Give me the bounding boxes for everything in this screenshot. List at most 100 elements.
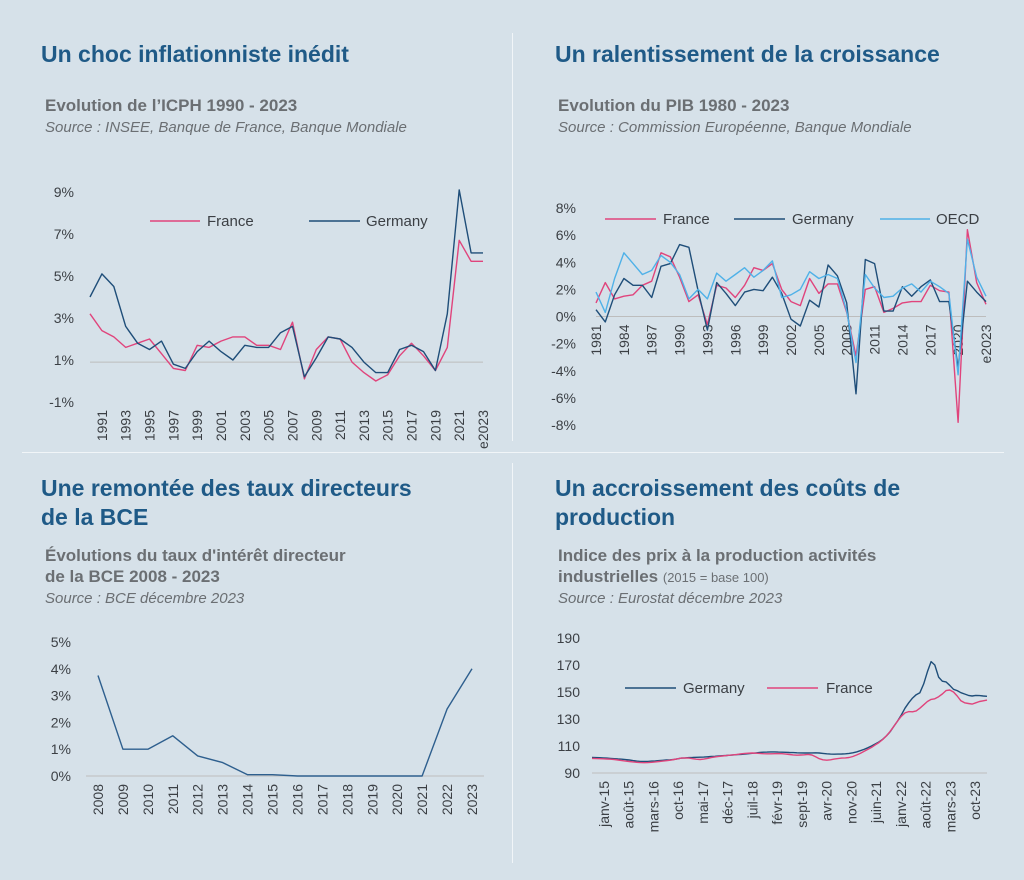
x-tick-label: déc-17: [720, 781, 736, 824]
y-tick-label: 3%: [54, 310, 74, 326]
chart-title-text: Evolution de l’ICPH 1990 - 2023: [45, 96, 298, 115]
x-tick-label: 1999: [189, 410, 205, 441]
chart-source-icph: Source : INSEE, Banque de France, Banque…: [45, 119, 407, 136]
x-tick-label: 2015: [380, 410, 396, 441]
x-tick-label: mars-23: [942, 781, 958, 833]
y-tick-label: 4%: [51, 661, 71, 677]
x-tick-label: avr-20: [819, 781, 835, 821]
vertical-divider-bottom: [512, 463, 513, 863]
x-tick-label: 2011: [332, 410, 348, 440]
series-line-oecd: [595, 238, 987, 376]
x-tick-label: 2023: [464, 784, 480, 815]
series-line-france: [595, 228, 987, 423]
x-tick-label: janv-22: [893, 781, 909, 828]
x-tick-label: mai-17: [695, 781, 711, 824]
x-tick-label: nov-20: [843, 781, 859, 824]
chart-title-ecb: Évolutions du taux d'intérêt directeur d…: [45, 545, 346, 587]
series-line-germany: [89, 189, 483, 378]
x-tick-label: 1997: [165, 410, 181, 441]
y-tick-label: 0%: [51, 768, 71, 784]
y-tick-label: -4%: [551, 363, 576, 379]
x-tick-label: 2010: [140, 784, 156, 815]
x-tick-label: août-22: [918, 781, 934, 829]
x-tick-label: 2019: [427, 410, 443, 441]
series-line-germany: [591, 660, 988, 763]
x-tick-label: 1993: [699, 324, 715, 355]
x-tick-label: 2017: [404, 410, 420, 441]
chart-title-ppi: Indice des prix à la production activité…: [558, 545, 876, 588]
series-line-france: [591, 689, 988, 764]
x-tick-label: 1987: [644, 324, 660, 355]
x-tick-label: 2017: [314, 784, 330, 815]
y-tick-label: 190: [557, 630, 581, 646]
vertical-divider-top: [512, 33, 513, 441]
x-tick-label: 2022: [439, 784, 455, 815]
x-tick-label: 1995: [142, 410, 158, 441]
chart-source-ecb: Source : BCE décembre 2023: [45, 590, 245, 607]
y-tick-label: 9%: [54, 184, 74, 200]
y-tick-label: 130: [557, 711, 581, 727]
y-tick-label: 8%: [556, 200, 576, 216]
x-tick-label: 1993: [118, 410, 134, 441]
x-tick-label: 2011: [165, 784, 181, 814]
x-tick-label: 2019: [364, 784, 380, 815]
y-tick-label: 1%: [54, 352, 74, 368]
y-tick-label: -8%: [551, 417, 576, 433]
x-tick-label: 2011: [867, 324, 883, 354]
y-tick-label: 150: [557, 684, 581, 700]
series-line-germany: [595, 243, 987, 395]
legend-label-france: France: [207, 213, 254, 230]
x-tick-label: août-15: [621, 781, 637, 829]
y-tick-label: -6%: [551, 390, 576, 406]
x-tick-label: sept-19: [794, 781, 810, 828]
y-tick-label: 5%: [51, 634, 71, 650]
x-tick-label: 1991: [94, 410, 110, 441]
x-tick-label: 2001: [213, 410, 229, 441]
series-line-france: [89, 239, 483, 382]
y-tick-label: 0%: [556, 309, 576, 325]
x-tick-label: 2018: [339, 784, 355, 815]
y-tick-label: 5%: [54, 268, 74, 284]
x-tick-label: 2017: [922, 324, 938, 355]
x-tick-label: e2023: [978, 324, 994, 363]
x-tick-label: juin-21: [868, 781, 884, 824]
chart-title-text: Indice des prix à la production activité…: [558, 546, 877, 586]
x-tick-label: 2020: [389, 784, 405, 815]
y-tick-label: 6%: [556, 227, 576, 243]
y-tick-label: 1%: [51, 741, 71, 757]
chart-title-note: (2015 = base 100): [662, 570, 769, 585]
y-tick-label: -2%: [551, 336, 576, 352]
legend-label-germany: Germany: [792, 211, 854, 228]
x-tick-label: 2007: [284, 410, 300, 441]
x-tick-label: juil-18: [744, 781, 760, 820]
x-tick-label: févr-19: [769, 781, 785, 825]
chart-source-ppi: Source : Eurostat décembre 2023: [558, 590, 783, 607]
x-tick-label: 1990: [672, 324, 688, 355]
legend-label-france: France: [826, 680, 873, 697]
chart-source-gdp: Source : Commission Européenne, Banque M…: [558, 119, 912, 136]
x-tick-label: oct-23: [967, 781, 983, 820]
legend-label-germany: Germany: [366, 213, 428, 230]
x-tick-label: 2008: [90, 784, 106, 815]
chart-title-gdp: Evolution du PIB 1980 - 2023: [558, 95, 789, 116]
chart-title-icph: Evolution de l’ICPH 1990 - 2023: [45, 95, 297, 116]
x-tick-label: 1984: [616, 324, 632, 355]
x-tick-label: 1996: [727, 324, 743, 355]
horizontal-divider: [22, 452, 1004, 453]
y-tick-label: 7%: [54, 226, 74, 242]
y-tick-label: 90: [564, 765, 580, 781]
y-tick-label: 170: [557, 657, 581, 673]
y-tick-label: 110: [558, 738, 581, 754]
x-tick-label: 2013: [215, 784, 231, 815]
chart-title-text: Évolutions du taux d'intérêt directeur d…: [45, 546, 346, 586]
x-tick-label: 2014: [240, 784, 256, 815]
series-line-rate: [97, 668, 473, 777]
x-tick-label: e2023: [475, 410, 491, 449]
chart-title-text: Evolution du PIB 1980 - 2023: [558, 96, 790, 115]
x-tick-label: 2016: [289, 784, 305, 815]
x-tick-label: 2009: [308, 410, 324, 441]
x-tick-label: 2005: [261, 410, 277, 441]
